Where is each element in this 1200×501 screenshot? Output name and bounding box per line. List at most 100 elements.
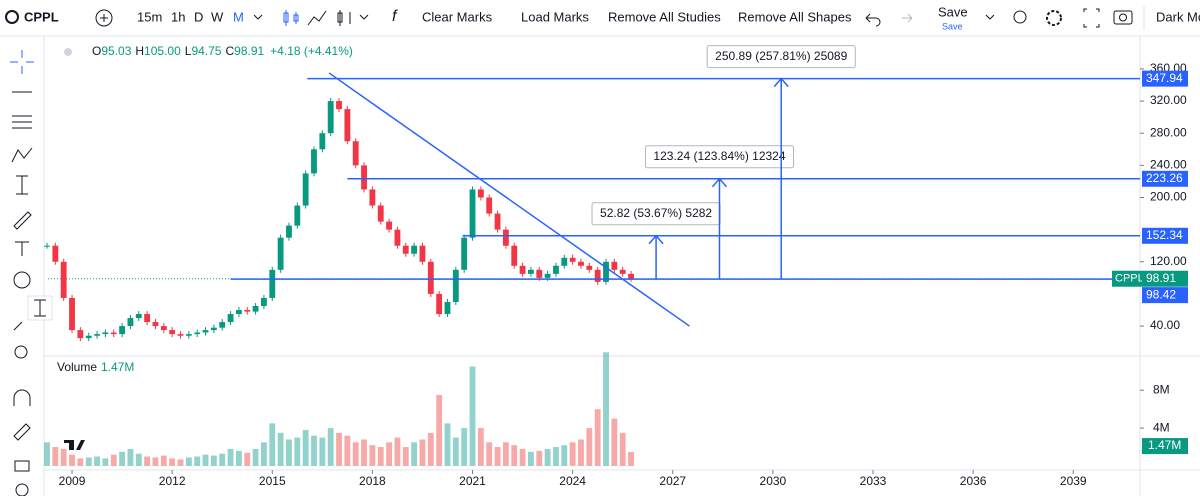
volume-bar	[219, 453, 226, 466]
save-subtitle: Save	[942, 21, 963, 31]
line-icon[interactable]	[307, 10, 327, 26]
interval[interactable]: D	[194, 9, 203, 24]
volume-bar	[419, 439, 426, 466]
volume-bar	[578, 439, 584, 466]
arrow-head	[711, 177, 728, 188]
volume-bar	[102, 458, 109, 466]
volume-bar	[469, 366, 476, 466]
candle-body	[419, 245, 426, 262]
save-button[interactable]: Save	[938, 4, 968, 19]
ohlc-key: C	[225, 44, 234, 58]
volume-bar	[603, 352, 609, 466]
chevron[interactable]	[359, 14, 369, 20]
chevron[interactable]	[253, 14, 263, 20]
candle-body	[185, 334, 192, 336]
eraser-tool[interactable]	[13, 321, 23, 331]
toolbar-button[interactable]: Remove All Shapes	[738, 9, 852, 24]
x-tick-label: 2015	[259, 474, 286, 488]
toolbar-button[interactable]: Clear Marks	[422, 9, 493, 24]
redo-icon[interactable]	[902, 13, 913, 23]
volume-bar	[544, 448, 551, 466]
y2-tick-label: 8M	[1153, 382, 1170, 396]
candle-body	[102, 332, 109, 335]
price-label: 98.42	[1146, 287, 1176, 301]
volume-bar	[486, 442, 493, 466]
volume-bar	[277, 432, 284, 466]
text-tool[interactable]	[15, 241, 29, 256]
volume-bar	[194, 456, 201, 466]
volume-bar	[569, 442, 576, 466]
fib-tool[interactable]	[12, 115, 32, 129]
volume-bar	[52, 447, 59, 466]
zoom-tool[interactable]	[14, 345, 28, 359]
symbol-name[interactable]: CPPL	[24, 9, 59, 24]
compare-button[interactable]	[95, 9, 113, 27]
theme-button[interactable]: Dark Mo	[1156, 9, 1200, 24]
candle-body	[369, 189, 376, 206]
price-label-box	[1142, 227, 1188, 244]
lock-drawing-tool[interactable]	[13, 423, 31, 441]
collapse-button[interactable]	[64, 48, 72, 56]
interval[interactable]: W	[211, 9, 224, 24]
ohlc-key: H	[135, 44, 144, 58]
candle-body	[227, 314, 234, 323]
price-label: 347.94	[1146, 71, 1183, 85]
volume-bar	[494, 447, 501, 466]
measure-label-box	[644, 145, 795, 169]
ohlc-value: 94.75	[191, 44, 221, 58]
brush-tool[interactable]	[13, 211, 32, 230]
plus-icon	[100, 14, 108, 22]
volume-bar	[261, 442, 267, 466]
candle-body	[361, 165, 367, 190]
interval[interactable]: 1h	[171, 9, 185, 24]
measure-label-text: 250.89 (257.81%) 25089	[715, 49, 847, 63]
volume-bar	[77, 458, 84, 466]
emoji-tool[interactable]	[13, 271, 31, 289]
measure-tool-active[interactable]	[34, 299, 46, 317]
candles-icon[interactable]	[283, 10, 299, 26]
quick-search[interactable]	[1013, 10, 1027, 24]
candle-body	[427, 261, 434, 294]
volume-bar	[319, 437, 326, 466]
candle-body	[444, 301, 451, 315]
lock-tool[interactable]	[14, 460, 30, 472]
settings-icon[interactable]	[1046, 10, 1062, 26]
measure-label: 123.24 (123.84%) 12324	[644, 145, 795, 169]
interval[interactable]: 15m	[137, 9, 162, 24]
candle-body	[452, 269, 459, 302]
y-tick-label: 320.00	[1150, 93, 1187, 107]
ohlc-key: L	[185, 44, 192, 58]
volume-bar	[235, 450, 242, 466]
candle-body	[386, 221, 393, 230]
indicators-icon[interactable]: f	[392, 8, 398, 25]
candle-body	[502, 229, 509, 246]
logo-shape	[64, 440, 85, 450]
magnet-tool[interactable]	[13, 389, 31, 406]
volume-bar	[386, 442, 393, 466]
candle-body	[277, 237, 284, 270]
search-icon[interactable]	[5, 10, 19, 24]
volume-bar	[394, 437, 401, 466]
measure-tool[interactable]	[16, 175, 28, 195]
pattern-tool[interactable]	[11, 147, 33, 163]
candle-body	[477, 189, 484, 198]
candle-body	[110, 332, 117, 335]
x-tick-label: 2009	[59, 474, 86, 488]
candle-body	[44, 245, 50, 247]
volume-bar	[619, 432, 626, 466]
interval-active[interactable]: M	[233, 9, 244, 24]
toolbar-button[interactable]: Remove All Studies	[608, 9, 721, 24]
chevron[interactable]	[985, 14, 995, 20]
crosshair-tool[interactable]	[10, 50, 34, 74]
snapshot-icon[interactable]	[1113, 10, 1133, 25]
symbol-label: CPPL	[1115, 273, 1144, 285]
candle-body	[135, 314, 142, 319]
volume-bar	[60, 448, 67, 466]
y2-tick-label: 4M	[1153, 420, 1170, 434]
fullscreen-icon[interactable]	[1083, 8, 1100, 28]
undo-icon[interactable]	[865, 13, 881, 27]
candle-body	[352, 141, 359, 166]
toolbar-button[interactable]: Load Marks	[521, 9, 589, 24]
bars-icon[interactable]	[337, 10, 351, 26]
